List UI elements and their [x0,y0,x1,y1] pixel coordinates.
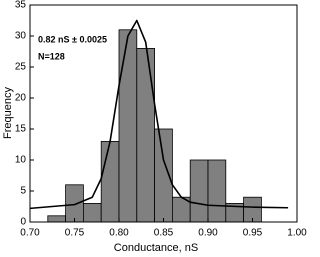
x-tick-label: 0.90 [198,228,218,239]
fit-curve [29,19,289,210]
annotation: N=128 [38,51,65,61]
bar [65,184,84,223]
y-axis-label: Frequency [2,87,14,139]
x-tick-label: 0.85 [154,228,174,239]
y-tick-label: 25 [15,62,27,73]
y-tick-label: 20 [15,93,27,104]
bar [118,29,138,223]
y-tick-label: 35 [15,0,27,11]
x-tick-label: 0.75 [65,228,85,239]
y-tick-label: 5 [20,186,26,197]
y-tick-label: 10 [15,155,27,166]
y-tick-label: 15 [15,124,27,135]
x-tick-label: 0.70 [20,228,40,239]
bar [47,215,66,223]
bar [100,140,120,223]
x-tick-label: 1.00 [287,228,307,239]
bar [83,202,102,223]
bar [189,159,209,223]
x-tick-label: 0.95 [243,228,263,239]
annotation: 0.82 nS ± 0.0025 [38,34,107,44]
bar [207,159,227,223]
x-tick-label: 0.80 [109,228,129,239]
y-tick-label: 0 [20,217,26,228]
chart: Conductance, nS Frequency 0.82 nS ± 0.00… [2,0,307,254]
bar [136,48,156,223]
x-axis-label: Conductance, nS [114,242,198,254]
y-tick-label: 30 [15,31,27,42]
